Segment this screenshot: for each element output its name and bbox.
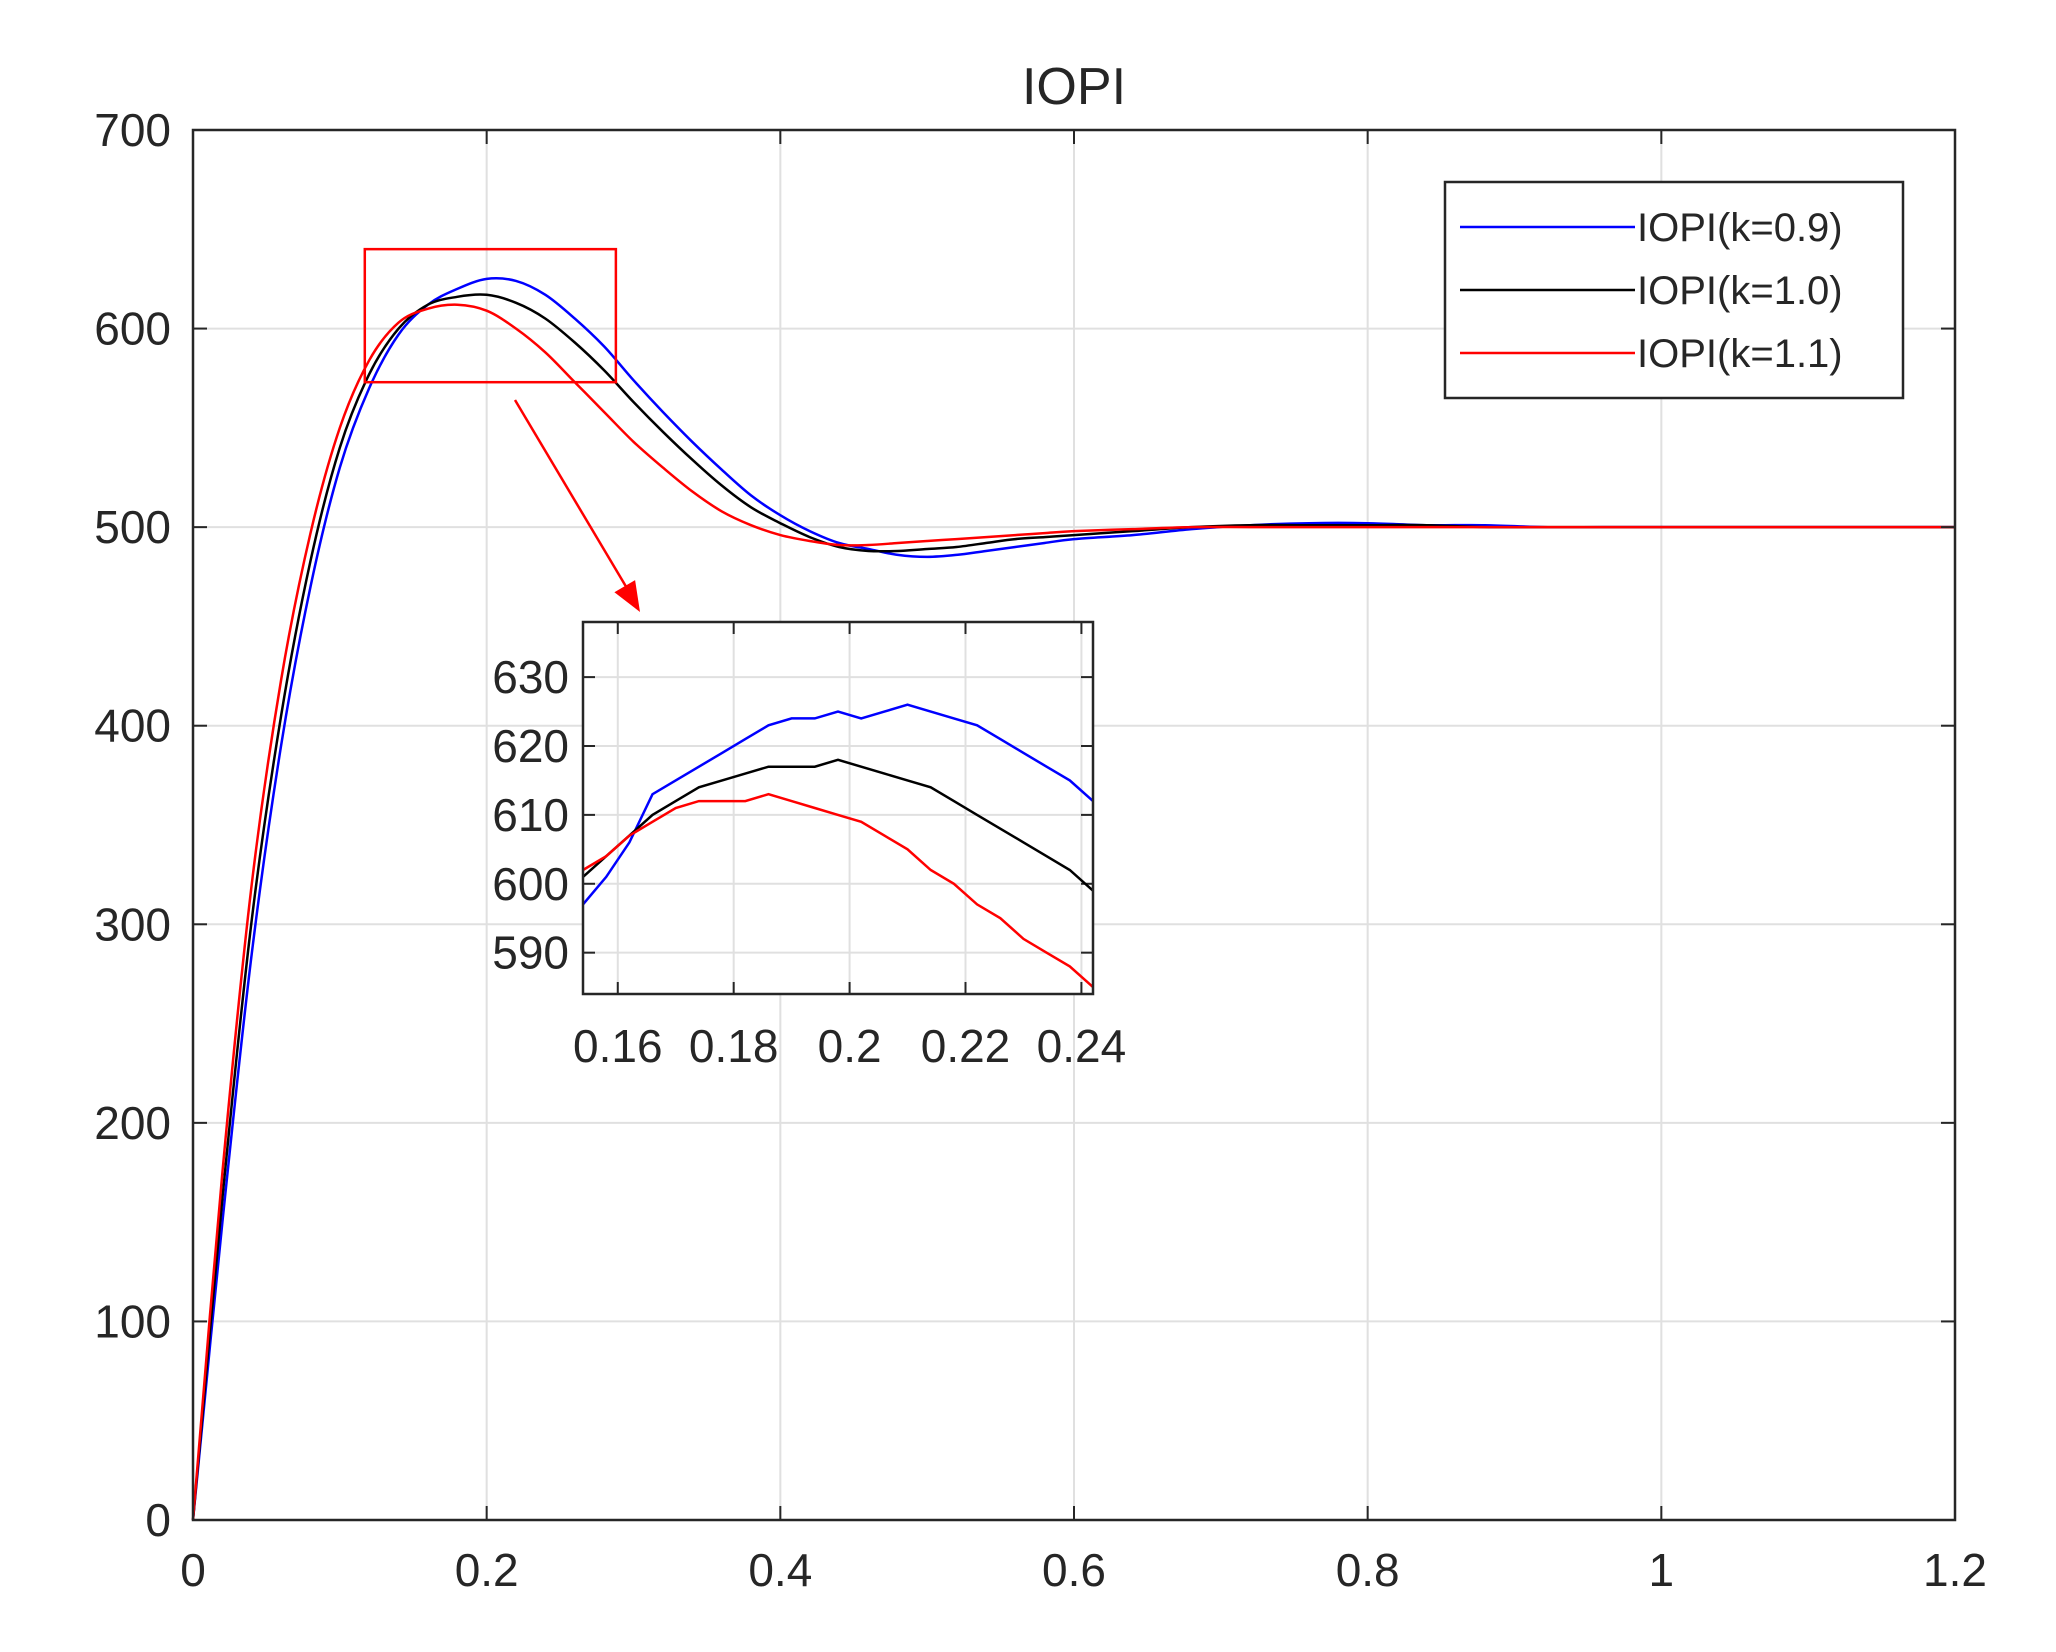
legend-label: IOPI(k=1.0)	[1637, 269, 1843, 313]
inset-series-line	[582, 703, 1094, 906]
zoom-arrow	[513, 399, 636, 601]
chart-title: IOPI	[1022, 58, 1126, 116]
y-tick-label: 100	[94, 1295, 171, 1347]
inset-frame	[581, 620, 1095, 996]
legend: IOPI(k=0.9) IOPI(k=1.0) IOPI(k=1.1)	[1443, 180, 1905, 400]
x-tick-label: 1	[1649, 1544, 1675, 1596]
y-tick-label: 500	[94, 501, 171, 553]
zoom-arrow-head	[614, 580, 640, 612]
inset-background	[583, 622, 1093, 994]
x-tick-label: 0	[180, 1544, 206, 1596]
y-tick-label: 700	[94, 104, 171, 156]
main-ticks: 0 0.2 0.4 0.6 0.8 1 1.2 0 100 200 300 400 500 600 700	[94, 104, 1987, 1596]
x-tick-label: 0.2	[455, 1544, 519, 1596]
series-line	[191, 303, 1955, 1521]
y-tick-label: 300	[94, 898, 171, 950]
x-tick-label: 1.2	[1923, 1544, 1987, 1596]
x-tick-label: 0.4	[748, 1544, 812, 1596]
legend-label: IOPI(k=1.1)	[1637, 332, 1843, 376]
zoom-box	[363, 247, 618, 384]
inset-series-line	[582, 792, 1094, 989]
zoom-box-group	[363, 247, 640, 612]
y-tick-label: 0	[145, 1494, 171, 1546]
inset-x-tick-label: 0.16	[573, 1020, 663, 1072]
inset-x-tick-label: 0.24	[1037, 1020, 1127, 1072]
y-tick-label: 200	[94, 1097, 171, 1149]
y-tick-label: 600	[94, 303, 171, 355]
x-tick-label: 0.8	[1336, 1544, 1400, 1596]
x-tick-label: 0.6	[1042, 1544, 1106, 1596]
inset-y-tick-label: 590	[492, 927, 569, 979]
legend-label: IOPI(k=0.9)	[1637, 206, 1843, 250]
inset-x-tick-label: 0.22	[921, 1020, 1011, 1072]
inset-x-tick-label: 0.18	[689, 1020, 779, 1072]
inset-y-tick-label: 600	[492, 858, 569, 910]
main-lines	[191, 277, 1955, 1521]
inset-y-tick-label: 610	[492, 789, 569, 841]
inset-x-tick-label: 0.2	[818, 1020, 882, 1072]
inset-y-tick-label: 630	[492, 651, 569, 703]
y-tick-label: 400	[94, 700, 171, 752]
inset-group: 0.16 0.18 0.2 0.22 0.24 590 600 610 620 630	[492, 620, 1127, 1072]
inset-series-line	[582, 758, 1094, 892]
inset-y-tick-label: 620	[492, 720, 569, 772]
